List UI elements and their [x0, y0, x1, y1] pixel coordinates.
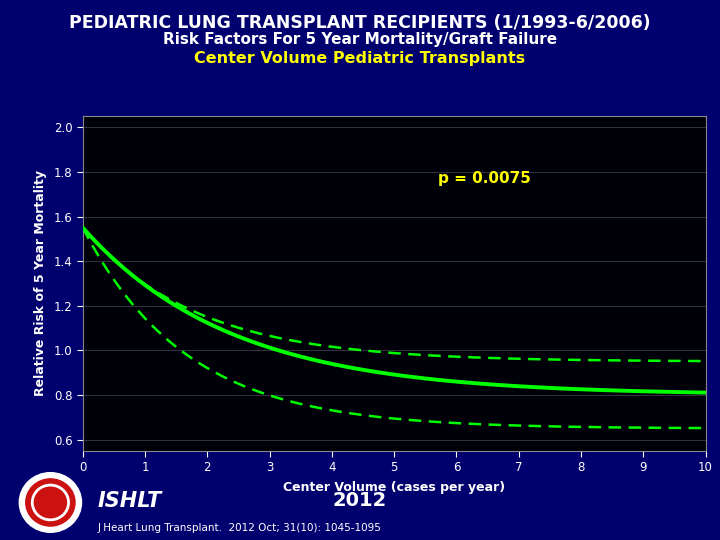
Text: ♥: ♥: [42, 495, 58, 512]
Text: PEDIATRIC LUNG TRANSPLANT RECIPIENTS (1/1993-6/2006): PEDIATRIC LUNG TRANSPLANT RECIPIENTS (1/…: [69, 14, 651, 31]
X-axis label: Center Volume (cases per year): Center Volume (cases per year): [283, 481, 505, 494]
Text: p = 0.0075: p = 0.0075: [438, 171, 531, 186]
Circle shape: [26, 479, 75, 526]
Circle shape: [19, 472, 81, 532]
Y-axis label: Relative Risk of 5 Year Mortality: Relative Risk of 5 Year Mortality: [34, 171, 47, 396]
Text: ISHLT: ISHLT: [97, 490, 161, 511]
Text: Risk Factors For 5 Year Mortality/Graft Failure: Risk Factors For 5 Year Mortality/Graft …: [163, 32, 557, 48]
Text: Center Volume Pediatric Transplants: Center Volume Pediatric Transplants: [194, 51, 526, 66]
Text: J Heart Lung Transplant.  2012 Oct; 31(10): 1045-1095: J Heart Lung Transplant. 2012 Oct; 31(10…: [97, 523, 381, 533]
Text: 2012: 2012: [333, 491, 387, 510]
